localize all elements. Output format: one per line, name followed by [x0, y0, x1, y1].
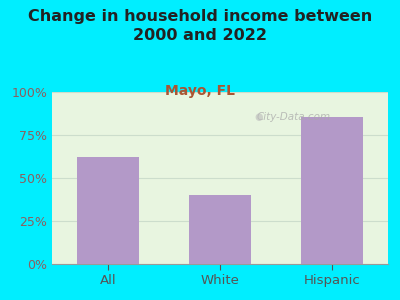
Bar — [77, 157, 139, 264]
Bar — [301, 117, 363, 264]
Bar — [189, 195, 251, 264]
Text: Change in household income between
2000 and 2022: Change in household income between 2000 … — [28, 9, 372, 43]
Text: City-Data.com: City-Data.com — [257, 112, 331, 122]
Text: Mayo, FL: Mayo, FL — [165, 84, 235, 98]
Text: ●: ● — [254, 112, 263, 122]
